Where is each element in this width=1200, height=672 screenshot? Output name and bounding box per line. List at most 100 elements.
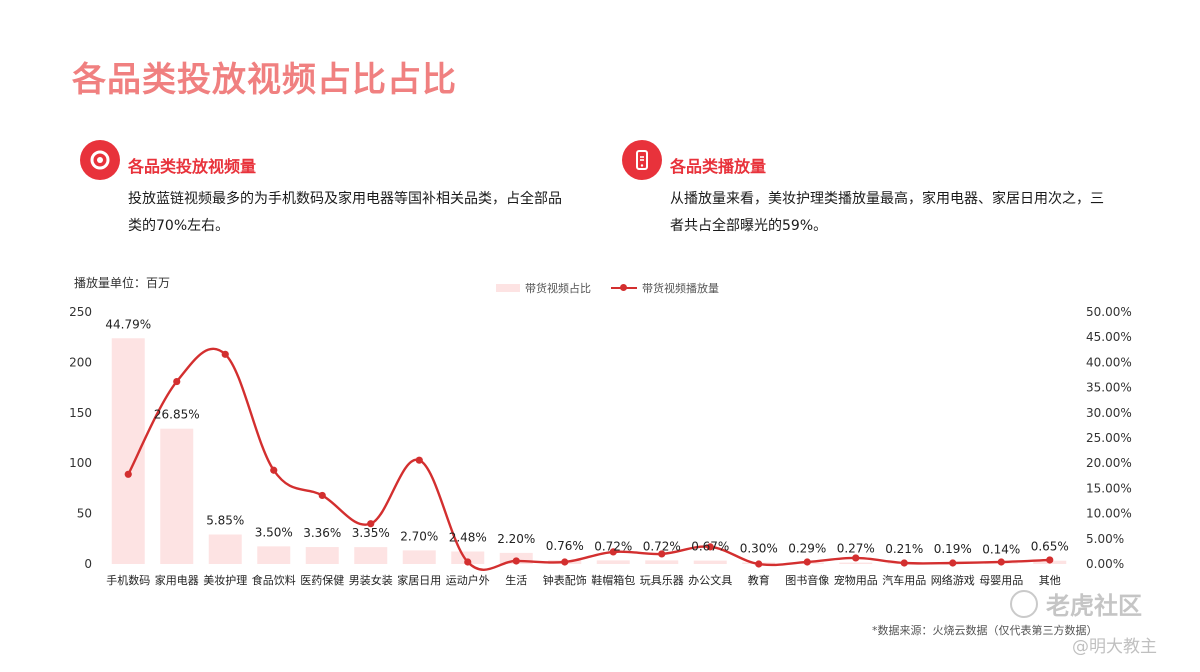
line-point-生活 — [512, 557, 520, 565]
card-heading: 各品类播放量 — [670, 157, 767, 176]
bar-data-label: 0.30% — [740, 541, 778, 555]
line-point-母婴用品 — [997, 558, 1005, 566]
legend-item-line: 带货视频播放量 — [611, 280, 719, 296]
line-point-钟表配饰 — [561, 558, 569, 566]
line-point-汽车用品 — [900, 559, 908, 567]
y-right-tick-label: 5.00% — [1086, 532, 1124, 546]
bar-data-label: 3.36% — [303, 526, 341, 540]
y-right-tick-label: 0.00% — [1086, 557, 1124, 571]
line-point-家居日用 — [415, 456, 423, 464]
line-point-美妆护理 — [221, 350, 229, 358]
x-tick-label: 办公文具 — [688, 573, 732, 587]
y-left-tick-label: 150 — [69, 406, 92, 420]
legend-line-swatch — [611, 284, 637, 292]
series-line-play-volume — [127, 347, 1050, 571]
y-left-tick-label: 100 — [69, 456, 92, 470]
line-point-其他 — [1046, 556, 1054, 564]
bar-data-label: 26.85% — [154, 408, 200, 422]
bar-data-label: 44.79% — [105, 317, 151, 331]
y-right-tick-label: 10.00% — [1086, 507, 1132, 521]
card-text-line: 从播放量来看，美妆护理类播放量最高，家用电器、家居日用次之，三 — [670, 191, 1104, 207]
y-right-tick-label: 15.00% — [1086, 481, 1132, 495]
card-text: 从播放量来看，美妆护理类播放量最高，家用电器、家居日用次之，三 者共占全部曝光的… — [670, 186, 1130, 240]
x-tick-label: 网络游戏 — [931, 573, 975, 587]
watermark-text: 老虎社区 — [1046, 592, 1142, 620]
x-tick-label: 美妆护理 — [203, 573, 247, 587]
bar-data-label: 0.76% — [546, 539, 584, 553]
bar-data-label: 0.27% — [837, 542, 875, 556]
bar-data-label: 2.48% — [449, 531, 487, 545]
bar-data-label: 0.67% — [691, 540, 729, 554]
x-tick-label: 运动户外 — [446, 573, 490, 587]
watermark-author: @明大教主 — [1072, 637, 1157, 657]
bar-data-label: 2.20% — [497, 532, 535, 546]
bar-家居日用 — [402, 550, 436, 564]
y-right-tick-label: 30.00% — [1086, 406, 1132, 420]
bar-医药保健 — [305, 547, 339, 564]
line-point-图书音像 — [803, 558, 811, 566]
legend-bar-swatch — [496, 284, 520, 292]
x-tick-label: 家居日用 — [397, 573, 441, 587]
y-right-tick-label: 35.00% — [1086, 381, 1132, 395]
line-point-食品饮料 — [270, 466, 278, 474]
x-tick-label: 母婴用品 — [979, 574, 1023, 587]
x-tick-label: 鞋帽箱包 — [591, 573, 635, 587]
line-point-手机数码 — [124, 470, 132, 478]
x-tick-label: 图书音像 — [785, 573, 829, 587]
bar-美妆护理 — [208, 534, 242, 564]
bar-data-label: 0.65% — [1031, 540, 1069, 554]
target-icon — [80, 140, 120, 180]
y-left-tick-label: 50 — [77, 507, 92, 521]
y-left-tick-label: 250 — [69, 305, 92, 319]
x-tick-label: 玩具乐器 — [640, 574, 684, 587]
bar-男装女装 — [354, 547, 388, 564]
y-right-tick-label: 40.00% — [1086, 355, 1132, 369]
legend-item-bar: 带货视频占比 — [496, 280, 591, 296]
page-title: 各品类投放视频占比占比 — [72, 60, 457, 100]
card-heading: 各品类投放视频量 — [128, 157, 257, 176]
unit-label: 播放量单位：百万 — [74, 276, 171, 290]
card-text: 投放蓝链视频最多的为手机数码及家用电器等国补相关品类，占全部品 类的70%左右。 — [128, 186, 588, 240]
y-right-tick-label: 50.00% — [1086, 305, 1132, 319]
card-text-line: 类的70%左右。 — [128, 218, 230, 234]
y-left-tick-label: 200 — [69, 355, 92, 369]
line-point-教育 — [755, 560, 763, 568]
x-tick-label: 钟表配饰 — [543, 573, 587, 587]
bar-家用电器 — [160, 428, 194, 564]
bar-data-label: 3.35% — [352, 526, 390, 540]
bar-办公文具 — [693, 560, 727, 564]
x-tick-label: 医药保健 — [300, 573, 344, 587]
line-point-宠物用品 — [852, 554, 860, 562]
y-right-tick-label: 25.00% — [1086, 431, 1132, 445]
bar-data-label: 0.14% — [982, 542, 1020, 556]
bar-data-label: 0.29% — [788, 542, 826, 556]
chart-legend: 带货视频占比 带货视频播放量 — [496, 280, 739, 296]
data-source-note: *数据来源：火烧云数据（仅代表第三方数据） — [872, 624, 1098, 637]
x-tick-label: 男装女装 — [349, 573, 393, 587]
line-point-家用电器 — [173, 377, 181, 386]
line-point-医药保健 — [318, 491, 326, 500]
mobile-phone-icon — [622, 140, 662, 180]
card-text-line: 投放蓝链视频最多的为手机数码及家用电器等国补相关品类，占全部品 — [128, 191, 562, 207]
y-right-tick-label: 20.00% — [1086, 456, 1132, 470]
bar-宠物用品 — [839, 562, 873, 564]
bar-data-label: 5.85% — [206, 514, 244, 528]
bar-鞋帽箱包 — [596, 560, 630, 564]
line-point-网络游戏 — [949, 559, 957, 567]
line-point-玩具乐器 — [658, 550, 666, 558]
bar-data-label: 0.72% — [643, 539, 681, 553]
bar-玩具乐器 — [645, 560, 679, 564]
x-tick-label: 其他 — [1039, 574, 1061, 587]
line-point-男装女装 — [367, 520, 375, 528]
x-tick-label: 手机数码 — [106, 573, 150, 587]
line-point-鞋帽箱包 — [609, 548, 617, 556]
line-point-运动户外 — [464, 558, 472, 566]
bar-data-label: 0.72% — [594, 539, 632, 553]
watermark-community: 老虎社区 — [1010, 586, 1142, 621]
bar-data-label: 3.50% — [255, 525, 293, 539]
line-point-办公文具 — [706, 543, 714, 551]
watermark-logo-icon — [1010, 589, 1038, 618]
x-tick-label: 食品饮料 — [252, 573, 296, 587]
x-tick-label: 家用电器 — [155, 573, 199, 587]
